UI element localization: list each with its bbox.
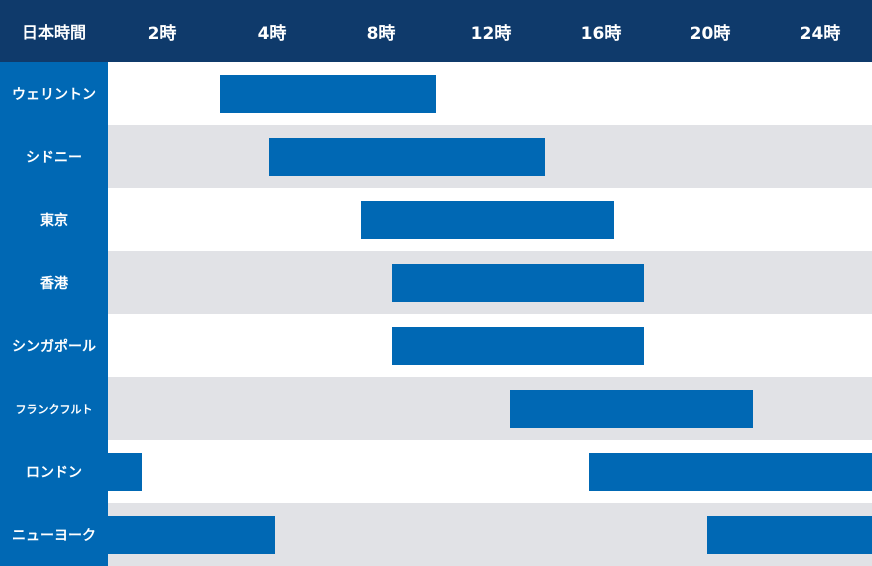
session-bar xyxy=(108,515,275,554)
session-bar xyxy=(269,137,546,176)
session-bar xyxy=(392,263,644,302)
city-label: シドニー xyxy=(26,149,82,166)
x-tick-label: 4時 xyxy=(257,23,287,44)
city-label: ウェリントン xyxy=(12,86,96,103)
city-sidebar: ウェリントン シドニー東京香港シンガポール フランクフルト ロンドンニューヨーク xyxy=(0,62,108,566)
session-bar xyxy=(392,326,644,365)
city-label: 香港 xyxy=(40,275,68,292)
x-tick-label: 20時 xyxy=(689,23,731,44)
session-bar xyxy=(589,452,872,491)
session-bar xyxy=(220,74,437,113)
city-label: フランクフルト xyxy=(15,402,93,416)
x-tick-label: 16時 xyxy=(580,23,622,44)
row-background xyxy=(108,377,872,440)
x-tick-label: 2時 xyxy=(147,23,177,44)
city-label: ロンドン xyxy=(26,464,82,481)
session-bar xyxy=(706,515,872,554)
session-bar xyxy=(360,200,614,239)
x-tick-label: 24時 xyxy=(799,23,841,44)
x-tick-label: 12時 xyxy=(470,23,512,44)
city-label: 東京 xyxy=(40,212,68,229)
city-label: ニューヨーク xyxy=(12,527,96,544)
session-bar xyxy=(108,452,143,491)
city-label: シンガポール xyxy=(12,338,96,355)
session-bar xyxy=(509,389,754,428)
header-bar: 日本時間 2時 4時 8時 12時 16時 20時 24時 xyxy=(0,0,872,62)
corner-label: 日本時間 xyxy=(21,23,86,42)
x-tick-label: 8時 xyxy=(366,23,396,44)
